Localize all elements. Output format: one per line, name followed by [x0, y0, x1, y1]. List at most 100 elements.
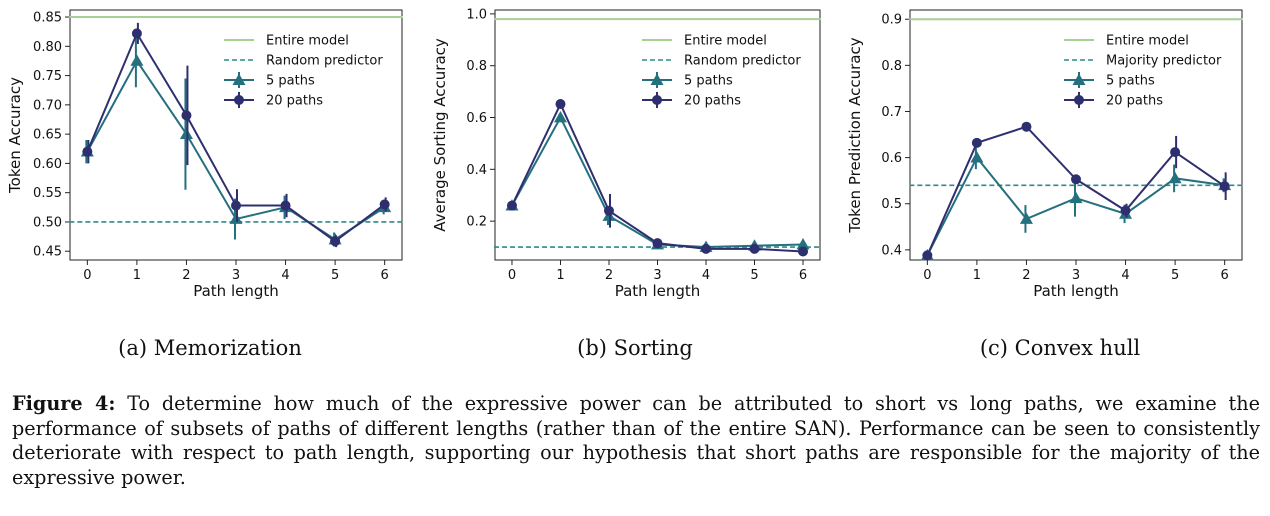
legend-label: 20 paths: [266, 94, 323, 109]
y-tick-label: 0.45: [33, 245, 62, 260]
x-tick-label: 4: [1121, 268, 1129, 283]
y-tick-label: 0.55: [33, 186, 62, 201]
twenty-paths-point: [1219, 181, 1230, 192]
figure-caption-text: To determine how much of the expressive …: [12, 392, 1260, 489]
five-paths-point: [970, 151, 984, 163]
twenty-paths-point: [280, 200, 291, 211]
figure-caption-label: Figure 4:: [12, 392, 116, 415]
y-tick-label: 0.7: [881, 105, 902, 120]
twenty-paths-point: [506, 200, 517, 211]
twenty-paths-point: [922, 250, 933, 261]
y-tick-label: 0.2: [466, 215, 487, 230]
subcaption-memorization: (a) Memorization: [118, 336, 302, 360]
x-tick-label: 2: [1022, 268, 1030, 283]
x-axis-label: Path length: [1033, 282, 1119, 300]
chart-memorization: 0.45 0.50 0.55 0.60 0.65 0.70 0.75 0.80 0.85 0 1 2 3…: [6, 9, 403, 300]
five-paths-point: [1168, 171, 1182, 184]
legend-marker-triangle: [1072, 73, 1086, 85]
y-tick-label: 0.60: [33, 157, 62, 172]
legend-marker-triangle: [650, 73, 664, 85]
x-tick-label: 5: [1171, 268, 1179, 283]
y-tick-label: 0.4: [881, 243, 902, 258]
twenty-paths-point: [131, 28, 142, 39]
x-tick-label: 4: [702, 268, 710, 283]
twenty-paths-point: [798, 246, 809, 257]
legend-marker-triangle: [232, 73, 246, 85]
legend: Entire model Random predictor 5 paths 20 pa…: [224, 34, 383, 109]
y-axis-label: Token Prediction Accuracy: [846, 37, 864, 233]
twenty-paths-point: [181, 110, 192, 121]
y-tick-label: 0.50: [33, 215, 62, 230]
five-paths-series-line: [511, 115, 804, 249]
legend-label: Majority predictor: [1106, 54, 1222, 69]
twenty-paths-point: [749, 243, 760, 254]
twenty-paths-point: [971, 137, 982, 148]
five-paths-point: [130, 54, 144, 66]
subcaption-convex-hull: (c) Convex hull: [979, 336, 1141, 360]
y-axis-label: Average Sorting Accuracy: [431, 38, 449, 232]
x-tick-label: 6: [381, 268, 389, 283]
x-tick-label: 5: [750, 268, 758, 283]
legend-label: Entire model: [266, 34, 349, 49]
x-tick-label: 1: [556, 268, 564, 283]
x-tick-label: 6: [799, 268, 807, 283]
legend-label: Random predictor: [266, 54, 383, 69]
twenty-paths-point: [330, 236, 341, 247]
legend-label: Entire model: [684, 34, 767, 49]
twenty-paths-point: [231, 200, 241, 211]
x-tick-label: 2: [182, 268, 190, 283]
chart-panel-memorization: 0.45 0.50 0.55 0.60 0.65 0.70 0.75 0.80 0.85 0 1 2 3…: [0, 0, 420, 300]
chart-sorting: 0.2 0.4 0.6 0.8 1.0 0 1 2 3 4 5 6 Path length Average…: [431, 7, 822, 300]
y-tick-label: 0.6: [881, 151, 902, 166]
x-tick-label: 0: [508, 268, 516, 283]
figure-caption: Figure 4: To determine how much of the e…: [12, 392, 1260, 490]
five-paths-point: [553, 111, 567, 123]
legend-label: 5 paths: [1106, 74, 1155, 89]
legend-label: 5 paths: [684, 74, 733, 89]
y-tick-label: 0.5: [881, 197, 902, 212]
twenty-paths-point: [603, 205, 614, 216]
five-paths-point: [1019, 212, 1033, 224]
y-tick-label: 0.85: [33, 11, 62, 26]
legend: Entire model Random predictor 5 paths 20 pa…: [642, 34, 801, 109]
plot-frame: [909, 9, 1243, 261]
twenty-paths-point: [82, 146, 93, 157]
y-tick-label: 0.80: [33, 40, 62, 55]
y-axis-label: Token Accuracy: [6, 77, 24, 194]
five-paths-point: [1069, 191, 1083, 204]
legend-marker-circle: [652, 95, 662, 105]
x-axis-label: Path length: [193, 282, 279, 300]
plot-frame: [494, 9, 821, 261]
legend-marker-circle: [1074, 95, 1084, 105]
legend-label: 5 paths: [266, 74, 315, 89]
legend-label: Random predictor: [684, 54, 801, 69]
x-tick-label: 3: [232, 268, 240, 283]
legend: Entire model Majority predictor 5 paths 20 …: [1064, 34, 1222, 109]
x-axis-label: Path length: [615, 282, 701, 300]
legend-label: 20 paths: [1106, 94, 1163, 109]
x-tick-label: 3: [1072, 268, 1080, 283]
legend-marker-circle: [234, 95, 244, 105]
twenty-paths-point: [652, 238, 663, 249]
twenty-paths-point: [1021, 121, 1032, 132]
x-tick-label: 0: [83, 268, 91, 283]
legend-label: 20 paths: [684, 94, 741, 109]
x-tick-label: 2: [605, 268, 613, 283]
y-tick-label: 0.8: [466, 59, 487, 74]
x-tick-label: 4: [281, 268, 289, 283]
legend-label: Entire model: [1106, 34, 1189, 49]
y-tick-label: 0.4: [466, 163, 487, 178]
x-tick-label: 6: [1221, 268, 1229, 283]
twenty-paths-point: [1071, 174, 1081, 185]
twenty-paths-point: [555, 99, 566, 110]
y-tick-label: 0.6: [466, 111, 487, 126]
y-tick-label: 0.8: [881, 59, 902, 74]
y-tick-label: 0.9: [881, 13, 902, 28]
five-paths-point: [796, 237, 810, 250]
chart-convex-hull: 0.4 0.5 0.6 0.7 0.8 0.9 0 1 2 3 4 5 6 Path length Toke…: [846, 9, 1243, 300]
x-tick-label: 1: [973, 268, 981, 283]
x-tick-label: 0: [923, 268, 931, 283]
y-tick-label: 0.70: [33, 98, 62, 113]
x-tick-label: 3: [653, 268, 661, 283]
